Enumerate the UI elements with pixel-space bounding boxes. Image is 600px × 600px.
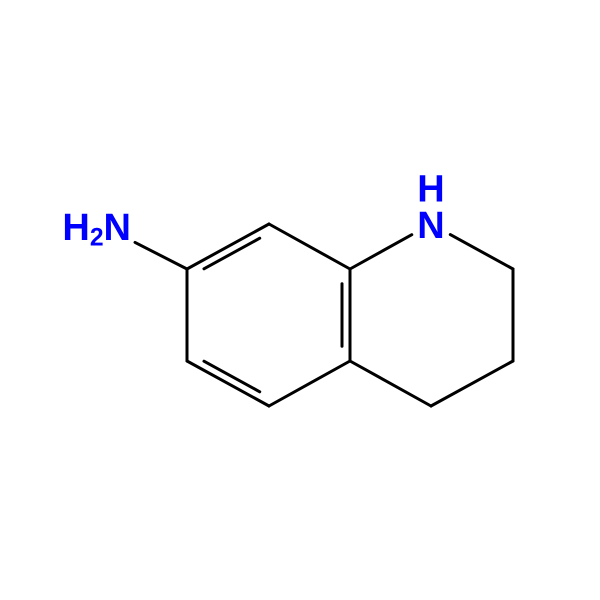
amine-label: H2N	[62, 207, 131, 251]
molecule-diagram: H2NHN	[0, 0, 600, 600]
ring-nitrogen: N	[417, 205, 444, 247]
